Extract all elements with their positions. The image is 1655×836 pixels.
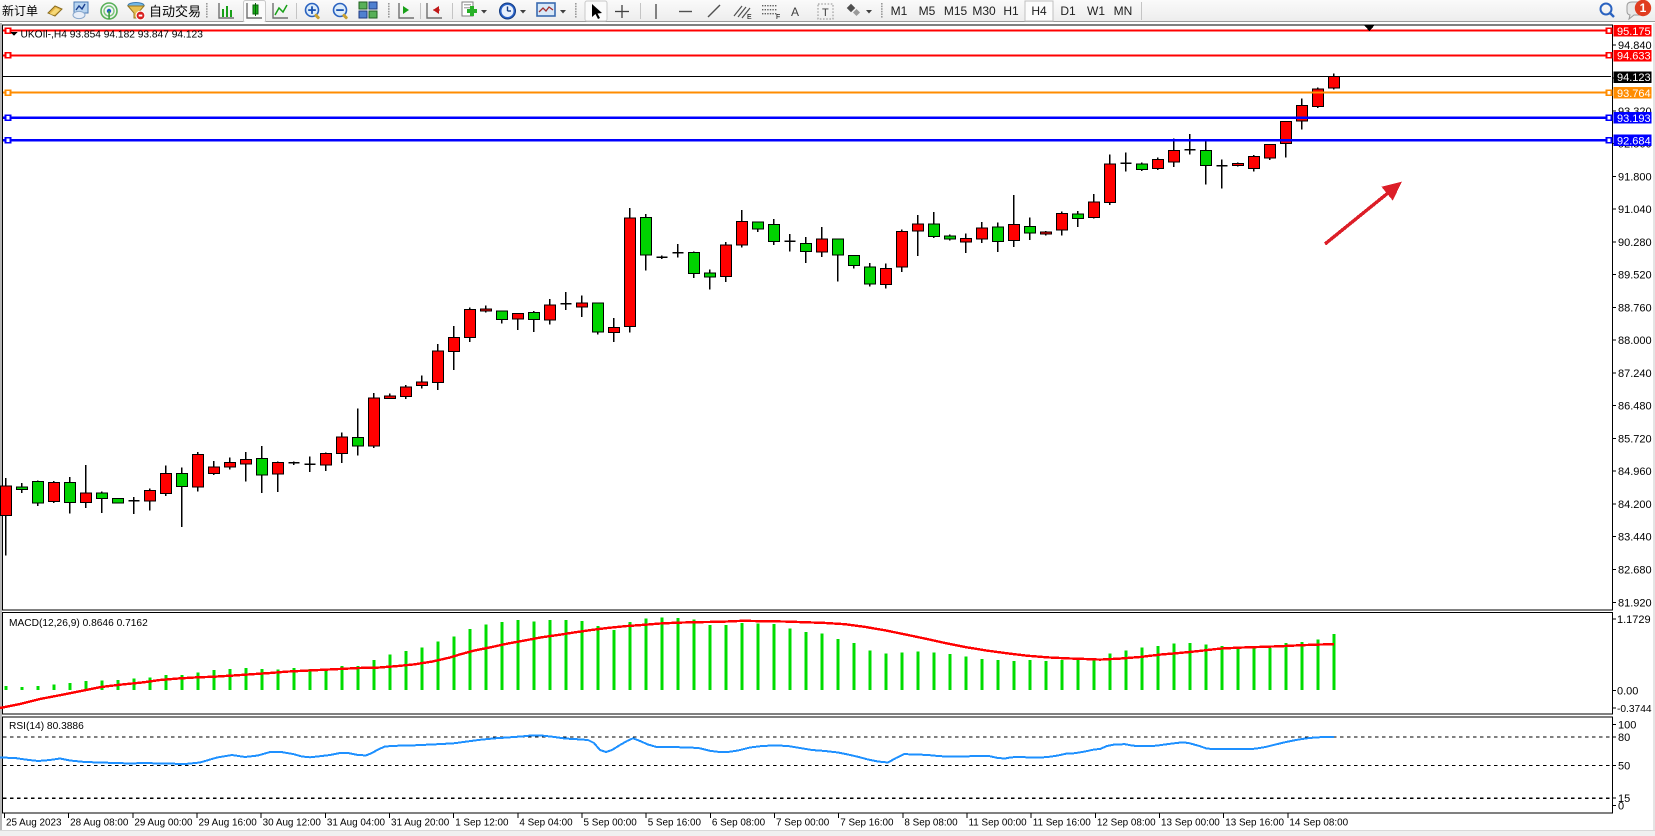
svg-text:4 Sep 04:00: 4 Sep 04:00 <box>519 818 573 829</box>
svg-text:91.800: 91.800 <box>1618 171 1652 183</box>
svg-text:1: 1 <box>1640 1 1647 15</box>
svg-text:0.00: 0.00 <box>1617 686 1638 698</box>
svg-text:80: 80 <box>1618 732 1630 744</box>
svg-text:T: T <box>822 7 829 19</box>
svg-text:5 Sep 16:00: 5 Sep 16:00 <box>648 818 702 829</box>
svg-text:7 Sep 00:00: 7 Sep 00:00 <box>776 818 830 829</box>
svg-text:M15: M15 <box>944 4 968 18</box>
svg-text:89.520: 89.520 <box>1618 270 1652 282</box>
svg-text:W1: W1 <box>1087 4 1105 18</box>
svg-text:92.684: 92.684 <box>1617 135 1651 147</box>
svg-text:29 Aug 16:00: 29 Aug 16:00 <box>199 818 258 829</box>
svg-text:UKOIl-,H4 93.854 94.182 93.84: UKOIl-,H4 93.854 94.182 93.847 94.123 <box>21 30 204 41</box>
svg-text:8 Sep 08:00: 8 Sep 08:00 <box>904 818 958 829</box>
svg-text:50: 50 <box>1618 760 1630 772</box>
svg-text:88.000: 88.000 <box>1618 335 1652 347</box>
svg-text:A: A <box>791 5 799 19</box>
svg-text:5 Sep 00:00: 5 Sep 00:00 <box>584 818 638 829</box>
svg-text:15: 15 <box>1618 793 1630 805</box>
svg-text:83.440: 83.440 <box>1618 532 1652 544</box>
svg-text:84.200: 84.200 <box>1618 499 1652 511</box>
svg-text:H4: H4 <box>1031 4 1047 18</box>
svg-text:-0.3744: -0.3744 <box>1617 704 1652 715</box>
svg-text:F: F <box>776 14 780 21</box>
svg-text:31 Aug 04:00: 31 Aug 04:00 <box>327 818 386 829</box>
svg-text:94.840: 94.840 <box>1618 40 1652 52</box>
svg-text:自动交易: 自动交易 <box>149 4 201 19</box>
svg-text:31 Aug 20:00: 31 Aug 20:00 <box>391 818 450 829</box>
svg-text:1.1729: 1.1729 <box>1617 614 1651 626</box>
svg-text:28 Aug 08:00: 28 Aug 08:00 <box>70 818 129 829</box>
svg-text:12 Sep 08:00: 12 Sep 08:00 <box>1097 818 1156 829</box>
svg-text:13 Sep 16:00: 13 Sep 16:00 <box>1225 818 1284 829</box>
svg-text:93.764: 93.764 <box>1617 88 1651 100</box>
svg-text:11 Sep 16:00: 11 Sep 16:00 <box>1033 818 1092 829</box>
svg-text:94.123: 94.123 <box>1617 72 1651 84</box>
svg-text:M30: M30 <box>972 4 996 18</box>
svg-text:13 Sep 00:00: 13 Sep 00:00 <box>1161 818 1220 829</box>
svg-text:M5: M5 <box>919 4 936 18</box>
svg-text:94.633: 94.633 <box>1617 51 1651 63</box>
svg-text:30 Aug 12:00: 30 Aug 12:00 <box>263 818 322 829</box>
svg-text:95.175: 95.175 <box>1617 26 1651 38</box>
svg-text:84.960: 84.960 <box>1618 466 1652 478</box>
svg-text:7 Sep 16:00: 7 Sep 16:00 <box>840 818 894 829</box>
svg-text:M1: M1 <box>891 4 908 18</box>
svg-text:88.760: 88.760 <box>1618 302 1652 314</box>
svg-text:100: 100 <box>1618 720 1636 732</box>
svg-text:93.193: 93.193 <box>1617 113 1651 125</box>
svg-text:H1: H1 <box>1003 4 1019 18</box>
svg-text:14 Sep 08:00: 14 Sep 08:00 <box>1289 818 1348 829</box>
svg-text:MN: MN <box>1114 4 1133 18</box>
svg-text:29 Aug 00:00: 29 Aug 00:00 <box>134 818 193 829</box>
svg-text:85.720: 85.720 <box>1618 433 1652 445</box>
svg-text:新订单: 新订单 <box>2 3 38 18</box>
svg-text:E: E <box>747 14 752 21</box>
svg-text:86.480: 86.480 <box>1618 401 1652 413</box>
svg-text:82.680: 82.680 <box>1618 565 1652 577</box>
svg-text:6 Sep 08:00: 6 Sep 08:00 <box>712 818 766 829</box>
svg-text:87.240: 87.240 <box>1618 368 1652 380</box>
svg-text:90.280: 90.280 <box>1618 237 1652 249</box>
svg-text:1 Sep 12:00: 1 Sep 12:00 <box>455 818 509 829</box>
svg-text:0: 0 <box>1618 801 1624 813</box>
svg-text:MACD(12,26,9) 0.8646 0.7162: MACD(12,26,9) 0.8646 0.7162 <box>9 618 148 629</box>
svg-text:D1: D1 <box>1060 4 1076 18</box>
svg-text:RSI(14) 80.3886: RSI(14) 80.3886 <box>9 721 84 732</box>
svg-text:91.040: 91.040 <box>1618 204 1652 216</box>
svg-text:25 Aug 2023: 25 Aug 2023 <box>6 818 62 829</box>
svg-text:81.920: 81.920 <box>1618 597 1652 609</box>
svg-text:11 Sep 00:00: 11 Sep 00:00 <box>969 818 1028 829</box>
